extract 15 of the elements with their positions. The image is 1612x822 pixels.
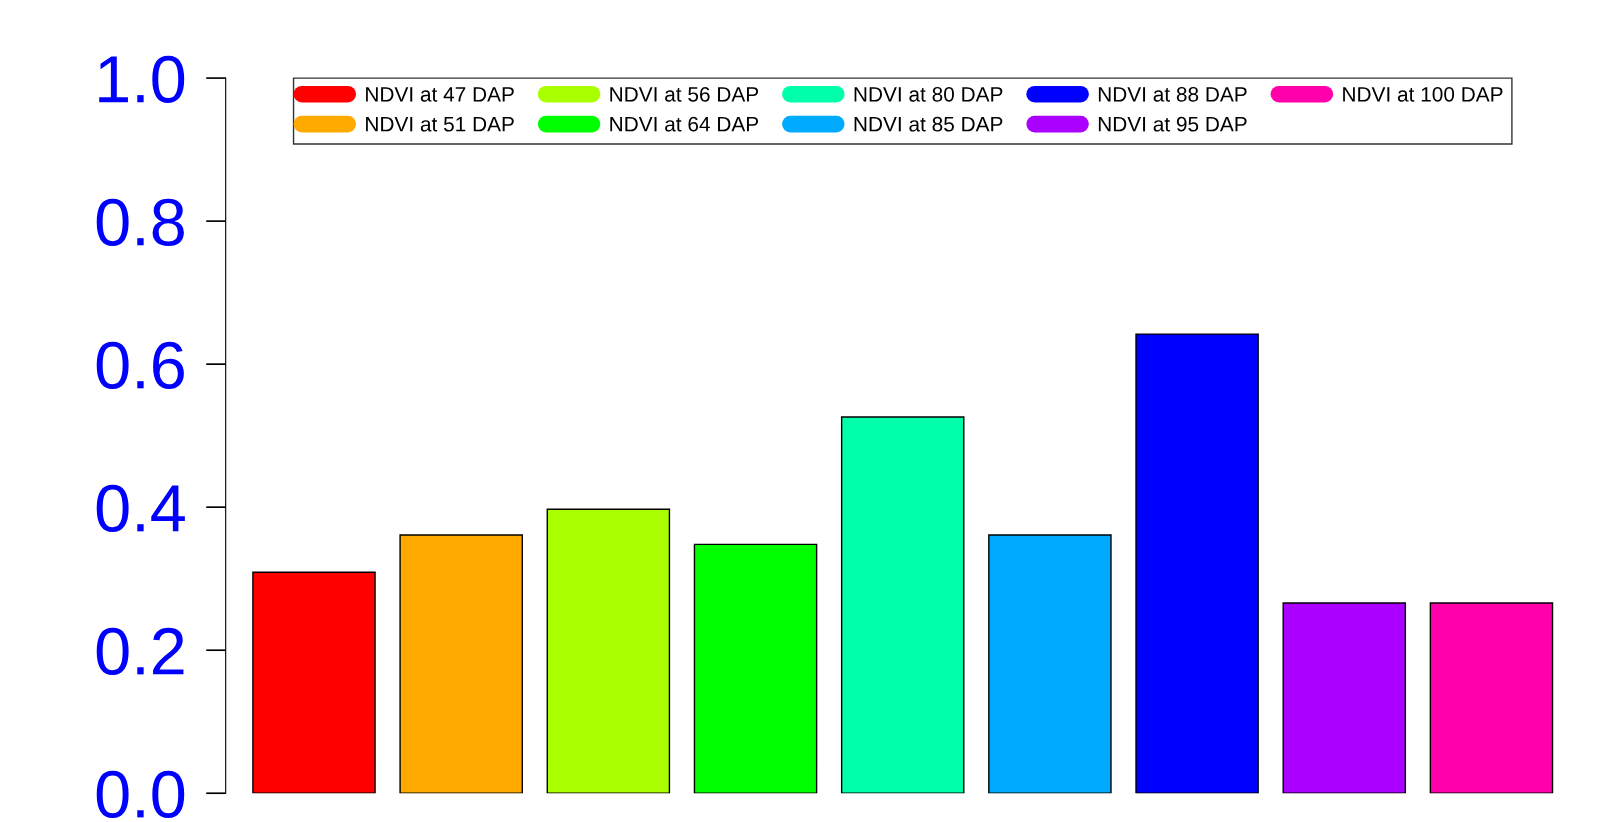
y-tick-label: 0.4	[96, 484, 185, 532]
y-tick-label: 0.6	[96, 341, 184, 389]
y-tick-label: 0.8	[96, 198, 184, 246]
legend-label: NDVI at 85 DAP	[854, 116, 1003, 132]
legend-label: NDVI at 80 DAP	[854, 86, 1003, 102]
legend-label: NDVI at 88 DAP	[1098, 86, 1247, 102]
legend-label: NDVI at 56 DAP	[610, 86, 759, 102]
y-tick-label: 1.0	[99, 55, 185, 103]
legend-label: NDVI at 100 DAP	[1343, 86, 1503, 102]
y-tick-label: 0.2	[96, 627, 184, 676]
legend-label: NDVI at 47 DAP	[366, 87, 514, 102]
legend-label: NDVI at 95 DAP	[1098, 116, 1247, 132]
legend-label: NDVI at 51 DAP	[366, 117, 514, 132]
legend-label: NDVI at 64 DAP	[610, 116, 759, 132]
y-tick-label: 0.0	[96, 770, 185, 819]
